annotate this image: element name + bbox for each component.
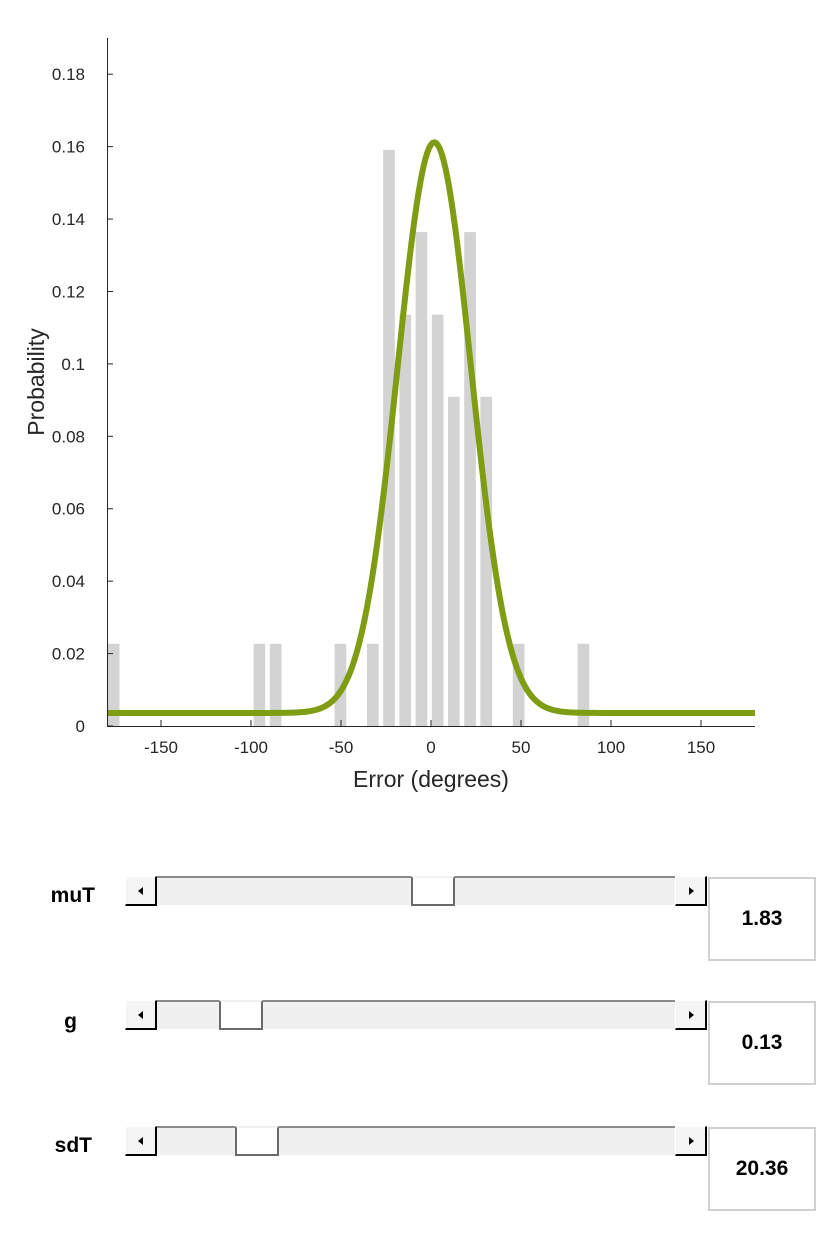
x-tick-label: -150	[144, 738, 178, 757]
x-ticks: -150 -100 -50 0 50 100 150	[144, 720, 715, 757]
g-slider[interactable]	[125, 1000, 707, 1030]
y-tick-label: 0.02	[52, 645, 85, 664]
muT-slider[interactable]	[125, 876, 707, 906]
muT-control: muT 1.83	[0, 860, 833, 970]
histogram-bar-12	[512, 643, 525, 726]
g-label: g	[64, 1010, 77, 1033]
x-tick-label: -50	[329, 738, 354, 757]
histogram-bar-9	[448, 396, 460, 726]
y-tick-label: 0	[76, 717, 85, 736]
sdT-value-field[interactable]: 20.36	[708, 1127, 816, 1211]
histogram-bar-10	[464, 232, 476, 726]
histogram-bar-2	[269, 643, 282, 726]
arrow-left-icon	[138, 1011, 143, 1019]
bars-layer	[107, 149, 590, 726]
y-tick-label: 0.08	[52, 427, 85, 446]
histogram-bar-1	[253, 643, 266, 726]
sdT-decrement-button[interactable]	[125, 1126, 157, 1156]
histogram-bar-0	[107, 643, 120, 726]
x-tick-label: 50	[512, 738, 531, 757]
arrow-right-icon	[689, 1011, 694, 1019]
histogram-bar-7	[415, 232, 428, 726]
arrow-left-icon	[138, 1137, 143, 1145]
histogram-bar-8	[431, 314, 444, 726]
muT-decrement-button[interactable]	[125, 876, 157, 906]
y-tick-label: 0.18	[52, 65, 85, 84]
muT-increment-button[interactable]	[675, 876, 707, 906]
y-tick-label: 0.04	[52, 572, 85, 591]
y-tick-label: 0.12	[52, 282, 85, 301]
muT-value-field[interactable]: 1.83	[708, 877, 816, 961]
x-tick-label: 150	[687, 738, 715, 757]
sdT-slider[interactable]	[125, 1126, 707, 1156]
y-tick-label: 0.06	[52, 500, 85, 519]
histogram-bar-11	[480, 396, 493, 726]
slider-track	[125, 1126, 707, 1156]
sdT-control: sdT 20.36	[0, 1110, 833, 1220]
g-control: g 0.13	[0, 984, 833, 1094]
arrow-right-icon	[689, 1137, 694, 1145]
x-tick-label: -100	[234, 738, 268, 757]
arrow-left-icon	[138, 887, 143, 895]
muT-slider-thumb[interactable]	[410, 876, 455, 906]
arrow-right-icon	[689, 887, 694, 895]
g-decrement-button[interactable]	[125, 1000, 157, 1030]
x-axis-label: Error (degrees)	[353, 766, 509, 792]
y-ticks: 0 0.02 0.04 0.06 0.08 0.1 0.12 0.14 0.16 0.18	[52, 65, 113, 736]
histogram-bar-13	[577, 643, 590, 726]
y-axis-label: Probability	[23, 328, 49, 436]
histogram-chart: 0 0.02 0.04 0.06 0.08 0.1 0.12 0.14 0.16 0.18 -15…	[23, 38, 757, 792]
histogram-bar-6	[399, 314, 412, 726]
slider-track	[125, 1000, 707, 1030]
g-value-field[interactable]: 0.13	[708, 1001, 816, 1085]
fit-curve	[105, 139, 757, 716]
muT-label: muT	[50, 884, 95, 907]
g-increment-button[interactable]	[675, 1000, 707, 1030]
y-tick-label: 0.14	[52, 210, 85, 229]
x-tick-label: 100	[597, 738, 625, 757]
y-tick-label: 0.1	[61, 355, 85, 374]
histogram-bar-3	[334, 643, 347, 726]
g-slider-thumb[interactable]	[218, 1000, 263, 1030]
histogram-bar-4	[367, 643, 379, 726]
sdT-slider-thumb[interactable]	[235, 1126, 280, 1156]
y-tick-label: 0.16	[52, 138, 85, 157]
x-tick-label: 0	[426, 738, 435, 757]
sdT-increment-button[interactable]	[675, 1126, 707, 1156]
sdT-label: sdT	[54, 1134, 92, 1157]
